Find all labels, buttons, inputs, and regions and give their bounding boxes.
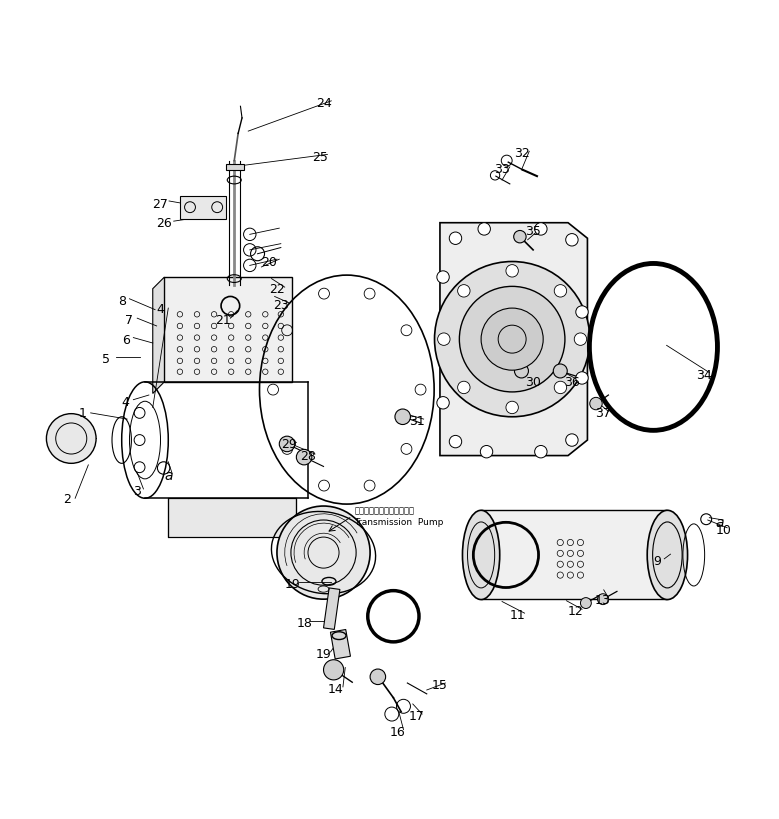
Circle shape [534, 446, 547, 459]
Circle shape [590, 398, 602, 410]
Circle shape [435, 262, 590, 417]
Text: 27: 27 [153, 197, 168, 210]
Text: 34: 34 [696, 368, 712, 381]
Text: 19: 19 [315, 647, 331, 660]
Circle shape [576, 306, 588, 319]
Text: 36: 36 [564, 376, 580, 389]
Text: 25: 25 [312, 151, 328, 164]
Circle shape [47, 414, 96, 464]
Circle shape [370, 669, 386, 685]
Circle shape [574, 333, 587, 346]
Text: 16: 16 [390, 725, 405, 738]
Circle shape [576, 373, 588, 385]
Text: Transmission  Pump: Transmission Pump [354, 518, 444, 527]
Circle shape [438, 333, 450, 346]
Polygon shape [153, 278, 164, 394]
Circle shape [506, 265, 518, 278]
Text: 30: 30 [525, 376, 541, 389]
Text: 4: 4 [157, 302, 164, 315]
Polygon shape [440, 224, 587, 456]
Text: 9: 9 [654, 554, 661, 568]
Bar [227, 165, 244, 170]
Circle shape [395, 410, 411, 425]
Bar [481, 510, 668, 600]
Circle shape [566, 234, 578, 247]
Circle shape [580, 598, 591, 609]
Circle shape [437, 397, 449, 410]
Text: 28: 28 [300, 450, 316, 463]
Circle shape [566, 434, 578, 446]
Bar [323, 588, 340, 630]
Text: 6: 6 [122, 333, 129, 346]
Circle shape [437, 272, 449, 284]
Ellipse shape [463, 511, 499, 600]
Circle shape [534, 224, 547, 236]
Circle shape [449, 436, 462, 448]
Text: 22: 22 [269, 283, 285, 296]
Text: 1: 1 [79, 407, 86, 420]
Circle shape [481, 309, 543, 371]
Text: 15: 15 [432, 678, 448, 691]
Circle shape [296, 450, 312, 465]
Circle shape [277, 506, 370, 600]
Text: 33: 33 [494, 163, 510, 175]
Text: 21: 21 [215, 314, 231, 327]
Text: 14: 14 [327, 682, 343, 695]
Bar [180, 197, 227, 219]
Text: 29: 29 [280, 438, 297, 451]
Text: a: a [715, 515, 724, 529]
Circle shape [554, 285, 566, 297]
Text: 13: 13 [595, 593, 611, 606]
Bar [330, 630, 351, 659]
Bar [168, 499, 296, 537]
Text: 19: 19 [284, 577, 301, 590]
Circle shape [323, 660, 344, 680]
Text: 32: 32 [513, 147, 530, 161]
Text: 12: 12 [568, 604, 583, 618]
Circle shape [597, 594, 608, 605]
Text: 17: 17 [409, 709, 425, 722]
Bar [164, 278, 292, 382]
Text: 5: 5 [102, 353, 110, 365]
Text: 26: 26 [157, 217, 172, 230]
Circle shape [457, 382, 470, 394]
Circle shape [457, 285, 470, 297]
Text: 10: 10 [715, 523, 731, 536]
Text: 24: 24 [315, 97, 331, 110]
Circle shape [513, 231, 526, 243]
Circle shape [553, 364, 567, 378]
Text: 7: 7 [125, 314, 133, 327]
Bar [168, 499, 296, 537]
Circle shape [478, 224, 491, 236]
Circle shape [514, 364, 528, 378]
Text: 37: 37 [595, 407, 611, 420]
Circle shape [481, 446, 493, 459]
Circle shape [460, 287, 565, 392]
Text: 8: 8 [118, 295, 125, 307]
Text: 2: 2 [63, 492, 72, 505]
Text: 4: 4 [122, 396, 129, 408]
Circle shape [554, 382, 566, 394]
Text: 20: 20 [261, 256, 277, 269]
Text: 18: 18 [296, 616, 312, 629]
Text: 11: 11 [509, 609, 526, 622]
Circle shape [449, 233, 462, 245]
Circle shape [506, 402, 518, 414]
Circle shape [280, 437, 294, 452]
Text: トランスミッションポンプ: トランスミッションポンプ [354, 506, 414, 515]
Text: 23: 23 [273, 298, 289, 311]
Text: 3: 3 [133, 484, 141, 497]
Text: 31: 31 [409, 414, 425, 428]
Ellipse shape [647, 511, 688, 600]
Text: a: a [164, 468, 172, 482]
Text: 35: 35 [525, 224, 541, 238]
